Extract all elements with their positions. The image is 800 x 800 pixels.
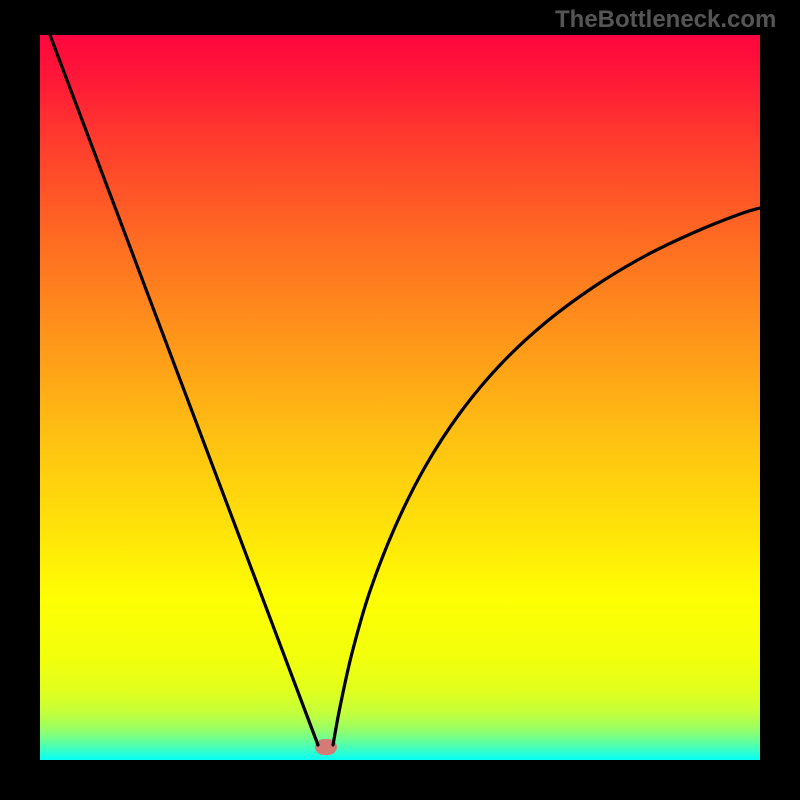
chart-root: TheBottleneck.com	[0, 0, 800, 800]
minimum-marker-dot	[315, 739, 337, 755]
gradient-background	[0, 0, 800, 800]
watermark-text: TheBottleneck.com	[555, 6, 776, 34]
